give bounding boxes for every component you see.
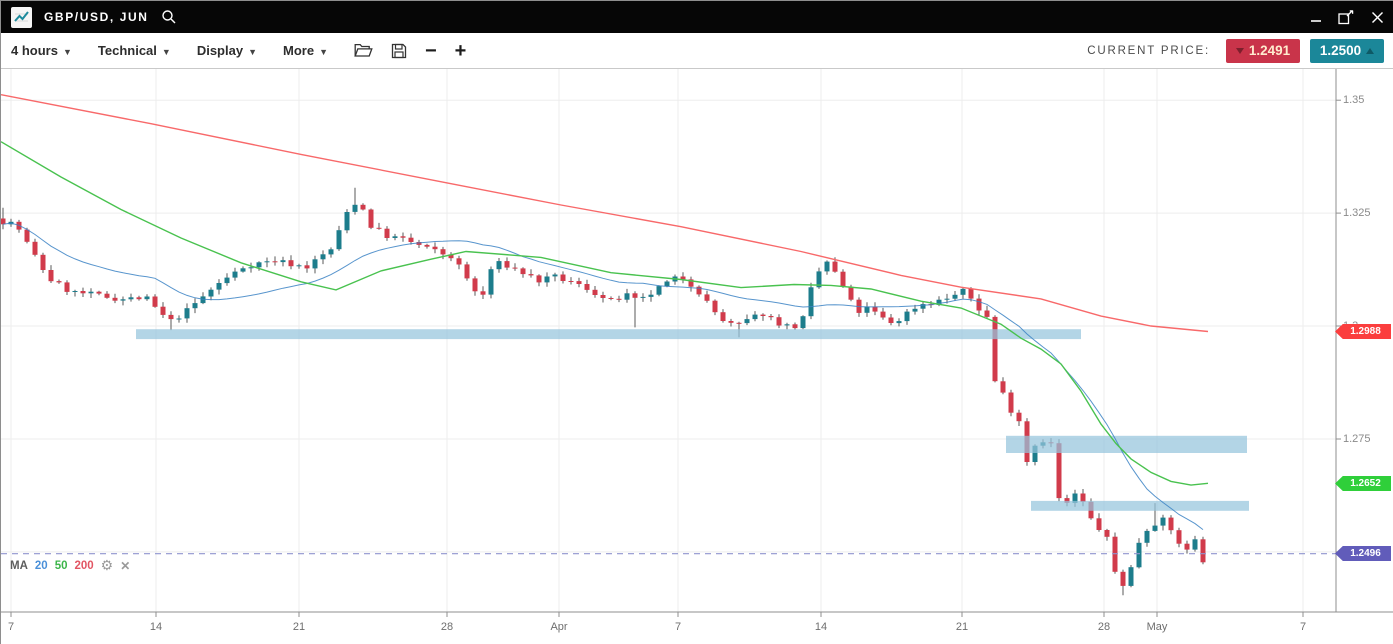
ma-period-20: 20: [34, 559, 48, 572]
ma50-line: [1, 141, 1209, 486]
search-icon[interactable]: [161, 9, 177, 25]
chevron-down-icon: ▼: [62, 46, 72, 57]
time-tick-label: 21: [292, 621, 306, 633]
current-price-label: CURRENT PRICE:: [1087, 44, 1210, 57]
arrow-down-icon: [1235, 47, 1244, 54]
sell-price-button[interactable]: 1.2491: [1226, 38, 1300, 63]
time-tick-label: 7: [674, 621, 682, 633]
timeframe-dropdown[interactable]: 4 hours ▼: [11, 43, 72, 58]
technical-menu[interactable]: Technical ▼: [97, 43, 171, 58]
price-tick-label: 1.325: [1343, 207, 1371, 219]
ma-indicator-legend: MA 20 50 200 ⚙ ✕: [10, 557, 130, 574]
time-tick-label: 28: [1097, 621, 1111, 633]
ma200-price-badge: 1.2988: [1335, 324, 1391, 339]
sell-price-value: 1.2491: [1248, 43, 1291, 58]
time-tick-label: May: [1146, 621, 1168, 633]
current-price-badge: 1.2496: [1335, 546, 1391, 561]
indicator-settings-gear-icon[interactable]: ⚙: [100, 557, 114, 573]
price-tick-label: 1.35: [1343, 94, 1365, 106]
ma200-line: [1, 94, 1209, 333]
ma20-line: [2, 222, 1204, 531]
ma-period-50: 50: [54, 559, 68, 572]
time-tick-label: Apr: [550, 621, 568, 633]
support-resistance-zone: [1006, 435, 1247, 453]
chevron-down-icon: ▼: [161, 46, 171, 57]
timeframe-value: 4 hours: [11, 43, 58, 58]
time-tick-label: 21: [955, 621, 969, 633]
time-tick-label: 7: [7, 621, 15, 633]
open-folder-icon[interactable]: [354, 43, 373, 58]
buy-price-button[interactable]: 1.2500: [1310, 38, 1384, 63]
buy-price-value: 1.2500: [1319, 43, 1362, 58]
chart-title: GBP/USD, JUN: [44, 10, 149, 24]
chart-plot[interactable]: [1, 69, 1393, 644]
zoom-out-button[interactable]: −: [424, 39, 437, 62]
chevron-down-icon: ▼: [319, 46, 328, 57]
minimize-button[interactable]: [1310, 11, 1322, 23]
support-resistance-zone: [1031, 500, 1249, 511]
close-icon[interactable]: [1371, 11, 1384, 24]
title-bar: GBP/USD, JUN: [1, 1, 1393, 33]
price-tick-label: 1.275: [1343, 433, 1371, 445]
chevron-down-icon: ▼: [248, 46, 257, 57]
display-menu[interactable]: Display ▼: [196, 43, 257, 58]
time-tick-label: 28: [440, 621, 454, 633]
ma-legend-label: MA: [10, 559, 28, 572]
ma-period-200: 200: [74, 559, 94, 572]
app-logo-icon: [11, 6, 32, 28]
popout-window-button[interactable]: [1338, 9, 1355, 25]
time-tick-label: 14: [814, 621, 828, 633]
ma50-price-badge: 1.2652: [1335, 476, 1391, 491]
indicator-remove-icon[interactable]: ✕: [120, 558, 131, 573]
arrow-up-icon: [1366, 47, 1375, 54]
more-menu[interactable]: More ▼: [283, 43, 328, 58]
zoom-in-button[interactable]: +: [454, 39, 467, 62]
chart-toolbar: 4 hours ▼ Technical ▼ Display ▼ More ▼ −…: [1, 33, 1393, 69]
candlestick-series: [1, 187, 1206, 596]
time-tick-label: 7: [1299, 621, 1307, 633]
support-resistance-zone: [136, 329, 1081, 340]
save-icon[interactable]: [391, 43, 407, 59]
time-tick-label: 14: [149, 621, 163, 633]
